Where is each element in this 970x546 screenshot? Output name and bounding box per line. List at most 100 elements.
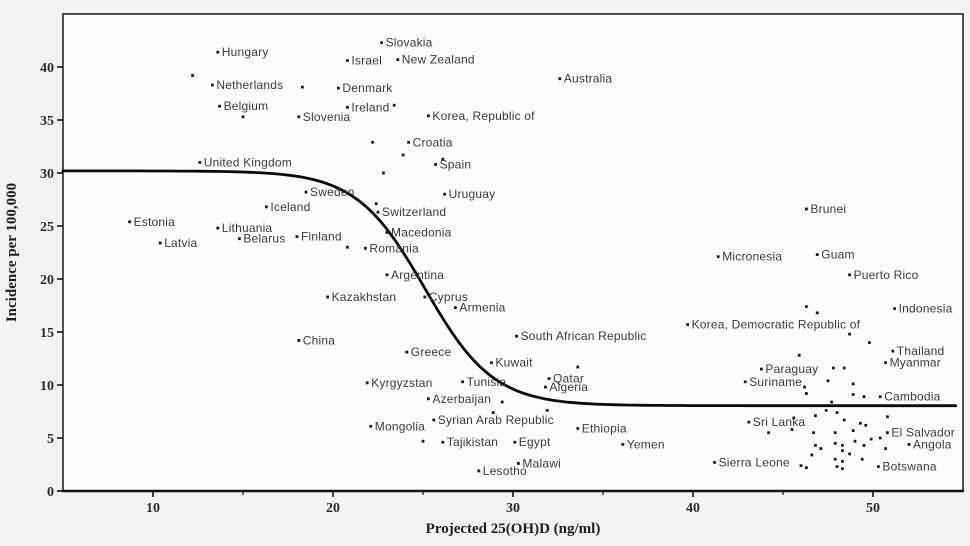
x-tick-label: 50 [866,501,880,516]
country-label: United Kingdom [204,155,292,169]
country-marker [907,443,911,446]
country-marker [517,462,520,465]
country-marker [427,397,430,401]
country-label: Greece [411,345,452,359]
country-marker [877,465,880,468]
country-marker [385,231,389,234]
country-marker [515,334,518,338]
scatter-dot [576,365,580,369]
scatter-dot [841,444,844,447]
scatter-dot [851,393,855,396]
country-marker [265,205,268,209]
country-marker [218,104,221,108]
scatter-dot [814,444,817,447]
country-marker [346,59,349,62]
country-label: Belarus [243,232,285,246]
country-label: Croatia [413,135,453,149]
scatter-dot [848,452,851,456]
country-marker [423,295,427,299]
country-marker [297,339,301,342]
country-marker [544,385,547,389]
country-label: Guam [821,248,854,262]
country-label: Kazakhstan [332,290,397,304]
country-label: Slovakia [386,36,433,50]
scatter-dot [842,366,846,370]
plot-area [62,13,964,492]
country-marker [441,440,445,444]
scatter-dot [805,392,808,395]
country-label: China [303,334,335,348]
country-marker [815,253,819,256]
scatter-dot [841,467,844,471]
country-marker [346,105,349,109]
scatter-dot [805,305,808,308]
y-tick-label: 10 [40,379,54,394]
scatter-dot [833,431,837,435]
country-label: Iceland [270,200,310,214]
country-marker [490,361,493,365]
scatter-dot [869,437,873,441]
country-label: Uruguay [449,187,496,201]
country-marker [477,469,481,473]
country-marker [848,273,851,277]
y-tick-label: 40 [40,61,54,76]
country-marker [304,190,308,194]
country-label: Macedonia [391,225,452,239]
country-label: Cambodia [884,390,940,404]
scatter-dot [835,411,839,414]
scatter-dot [841,459,844,463]
country-label: Ethiopia [582,422,627,436]
country-marker [713,461,716,464]
scatter-dot [878,436,882,440]
scatter-dot [382,171,385,175]
country-label: Belgium [224,99,269,113]
country-label: Mongolia [375,419,425,433]
scatter-dot [500,400,504,404]
y-tick-label: 15 [40,326,54,341]
scatter-dot [803,385,806,389]
scatter-dot [868,341,871,344]
country-label: Finland [301,230,342,244]
country-marker [576,427,580,430]
scatter-dot [491,411,495,414]
scatter-dot [805,466,808,470]
country-marker [891,349,895,353]
x-tick-label: 10 [146,501,160,516]
country-marker [405,350,409,354]
country-label: Israel [351,54,382,68]
country-label: Thailand [897,344,945,358]
y-axis-title: Incidence per 100,000 [4,183,20,322]
scatter-dot [790,428,794,431]
scatter-dot [346,245,349,249]
country-marker [884,361,887,365]
country-marker [128,220,131,224]
scatter-dot [862,444,866,447]
y-tick-label: 30 [40,167,54,182]
country-label: Korea, Republic of [432,109,535,123]
x-tick-label: 20 [326,501,340,516]
country-label: South African Republic [521,329,647,343]
country-label: Latvia [164,236,197,250]
country-label: Cyprus [429,290,468,304]
country-label: Yemen [627,437,665,451]
country-marker [369,424,373,428]
country-label: Hungary [222,45,269,59]
country-marker [385,273,389,277]
x-axis-title: Projected 25(OH)D (ng/ml) [426,521,601,537]
y-tick-label: 20 [40,273,54,288]
country-marker [158,241,162,245]
scatter-dot [371,140,374,144]
scatter-dot [799,464,803,467]
country-label: Tunisia [467,375,507,389]
country-label: Kuwait [495,356,533,370]
scatter-dot [814,414,817,418]
scatter-dot [810,453,814,457]
country-label: Myanmar [890,356,941,370]
country-marker [621,443,625,446]
y-tick-label: 0 [47,485,54,500]
country-marker [454,306,457,309]
scatter-dot [815,311,819,315]
fitted-curve [61,169,958,408]
